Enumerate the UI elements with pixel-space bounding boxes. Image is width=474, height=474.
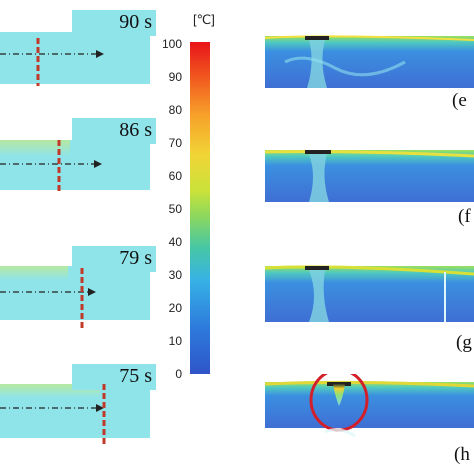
right-panel-f [265, 150, 474, 202]
warm-layer-2 [0, 140, 70, 156]
colorbar-tick: 40 [168, 235, 182, 249]
plume [333, 384, 345, 406]
colorbar-tick: 10 [168, 334, 182, 348]
right-panel-e [265, 35, 474, 88]
colorbar-unit: [℃] [193, 12, 215, 27]
colorbar-tick: 30 [168, 268, 182, 282]
panel-label-f: (f [458, 206, 471, 227]
arrow-head [88, 288, 96, 296]
panel-label-g: (g [456, 332, 472, 353]
colorbar-tick: 0 [175, 367, 182, 381]
colorbar-tick: 90 [168, 70, 182, 84]
time-label-4: 75 s [72, 364, 156, 390]
arrow-head [96, 50, 104, 58]
right-panel-g [265, 265, 474, 322]
colorbar-tick: 70 [168, 136, 182, 150]
ray-diagram-3 [0, 268, 96, 328]
time-label-2: 86 s [72, 118, 156, 144]
colorbar-tick: 60 [168, 169, 182, 183]
time-label-3: 79 s [72, 246, 156, 272]
colorbar-tick: 50 [168, 202, 182, 216]
colorbar-tick: 20 [168, 301, 182, 315]
colorbar-tick: 80 [168, 103, 182, 117]
ray-diagram-2 [0, 140, 102, 194]
panel-label-h: (h [454, 444, 470, 465]
left-panel-1 [0, 32, 150, 84]
arrow-head [96, 404, 104, 412]
colorbar-gradient [190, 42, 210, 374]
colorbar-tick: 100 [161, 37, 182, 51]
panel-label-e: (e [452, 90, 467, 111]
time-label-1: 90 s [72, 10, 156, 36]
ray-diagram-4 [0, 384, 106, 444]
arrow-head [94, 160, 102, 168]
warm-layer-3 [0, 266, 68, 280]
right-panel-h [265, 374, 474, 438]
ray-diagram-1 [0, 38, 104, 86]
